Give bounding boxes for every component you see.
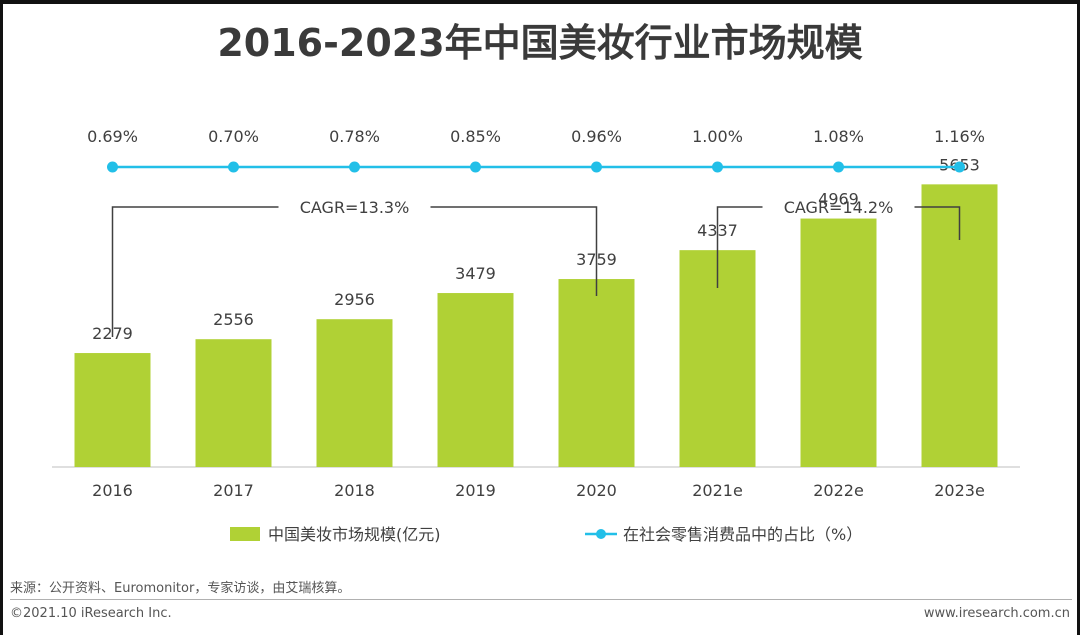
x-tick-label: 2019 — [455, 481, 496, 500]
share-point-2016 — [107, 161, 118, 173]
website-link[interactable]: www.iresearch.com.cn — [923, 606, 1070, 621]
share-point-2017 — [228, 161, 239, 173]
copyright: ©2021.10 iResearch Inc. — [10, 606, 172, 621]
share-value-label: 0.96% — [571, 127, 622, 146]
legend-bar-swatch — [230, 527, 260, 541]
x-tick-label: 2018 — [334, 481, 375, 500]
legend-line-label: 在社会零售消费品中的占比（%） — [623, 525, 862, 544]
share-point-2019 — [470, 161, 481, 173]
share-point-2021e — [712, 161, 723, 173]
cagr-label: CAGR=14.2% — [784, 198, 894, 217]
chart-title: 2016-2023年中国美妆行业市场规模 — [217, 21, 863, 65]
bar-value-label: 2956 — [334, 290, 375, 309]
share-value-label: 1.16% — [934, 127, 985, 146]
left-border — [0, 0, 3, 635]
x-tick-label: 2023e — [934, 481, 985, 500]
share-point-2020 — [591, 161, 602, 173]
footer-divider — [10, 599, 1072, 600]
bar-2016 — [74, 353, 151, 467]
top-border — [0, 0, 1080, 4]
bar-2020 — [558, 279, 635, 467]
share-value-label: 0.85% — [450, 127, 501, 146]
cagr-bracket-left — [716, 206, 763, 288]
x-tick-label: 2016 — [92, 481, 133, 500]
bar-2022e — [800, 218, 877, 467]
x-tick-label: 2020 — [576, 481, 617, 500]
x-tick-label: 2017 — [213, 481, 254, 500]
bar-value-label: 4969 — [818, 190, 859, 209]
bar-2018 — [316, 319, 393, 467]
cagr-bracket-right — [914, 206, 961, 240]
bar-2019 — [437, 293, 514, 467]
bar-value-label: 2556 — [213, 310, 254, 329]
bar-value-label: 3479 — [455, 264, 496, 283]
x-tick-label: 2022e — [813, 481, 864, 500]
share-value-label: 0.78% — [329, 127, 380, 146]
share-value-label: 0.70% — [208, 127, 259, 146]
source-note: 来源：公开资料、Euromonitor，专家访谈，由艾瑞核算。 — [10, 581, 351, 596]
right-border — [1077, 0, 1080, 635]
share-point-2023e — [954, 161, 965, 173]
x-tick-label: 2021e — [692, 481, 743, 500]
share-point-2018 — [349, 161, 360, 173]
legend-line-marker — [596, 529, 606, 539]
chart-area: 2279201625562017295620183479201937592020… — [52, 127, 1020, 544]
legend-bar-label: 中国美妆市场规模(亿元) — [268, 525, 441, 544]
share-point-2022e — [833, 161, 844, 173]
share-value-label: 0.69% — [87, 127, 138, 146]
cagr-bracket-left — [111, 206, 279, 337]
share-value-label: 1.08% — [813, 127, 864, 146]
bar-2017 — [195, 339, 272, 467]
share-value-label: 1.00% — [692, 127, 743, 146]
cagr-bracket-right — [430, 206, 598, 296]
cagr-label: CAGR=13.3% — [300, 198, 410, 217]
